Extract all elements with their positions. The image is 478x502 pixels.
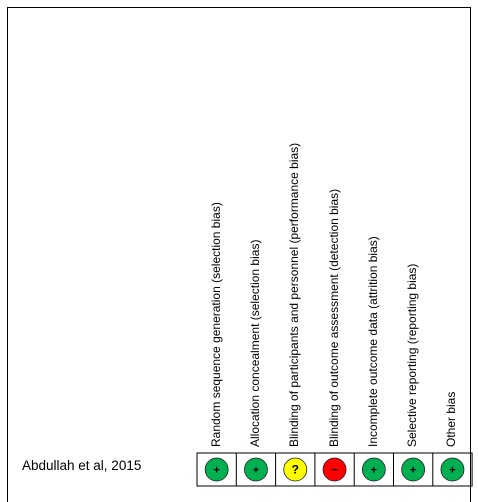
judgement-symbol-unclear: ? — [292, 463, 299, 477]
judgement-circle-low — [204, 457, 229, 482]
judgement-symbol-low: + — [449, 465, 455, 477]
judgement-symbol-high: − — [331, 463, 338, 477]
judgement-symbol-low: + — [253, 465, 259, 477]
judgement-symbol-low: + — [410, 465, 416, 477]
judgement-circle-low — [244, 457, 268, 482]
study-label: Abdullah et al, 2015 — [22, 458, 142, 473]
judgement-symbol-low: + — [213, 465, 219, 477]
judgement-symbol-low: + — [371, 465, 377, 477]
grid-border — [196, 452, 473, 487]
judgement-circle-low — [401, 457, 426, 482]
judgement-circle-high — [322, 457, 347, 482]
judgement-circle-unclear — [283, 457, 308, 482]
judgement-circle-low — [361, 457, 386, 482]
figure-frame — [7, 7, 471, 502]
judgement-circle-low — [440, 457, 465, 482]
